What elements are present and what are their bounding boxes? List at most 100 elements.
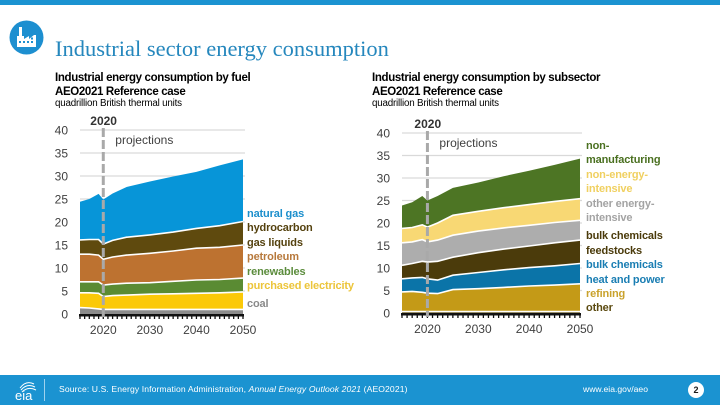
x-axis-line [401,313,581,316]
legend-label: natural gas [247,208,305,220]
legend-item-non-energy-intensive: non-energy-intensive [586,168,665,197]
y-tick-label: 10 [55,262,69,276]
area-renewables [80,278,243,297]
page-number: 2 [688,382,704,398]
y-tick-label: 25 [377,194,391,208]
legend-label: bulk chemicals [586,259,663,272]
chart-subsector-legend: non-manufacturing non-energy-intensive oth… [586,139,665,316]
chart-fuel-units: quadrillion British thermal units [55,98,182,109]
area-non-manufacturing [402,158,580,229]
footer-source-suffix: (AEO2021) [361,384,408,394]
page-title: Industrial sector energy consumption [55,36,389,61]
layer-separator [401,262,581,281]
legend-item-other-energy-intensive: other energy-intensive [586,197,665,226]
legend-label: refining [586,287,626,300]
chart-subsector: 0 5 10 15 20 25 30 35 40 2020 2030 2040 2050 2020 proj… [377,117,594,336]
projections-label: projections [439,136,497,150]
x-tick-label: 2020 [414,322,441,336]
projections-label: projections [115,133,173,147]
legend-label: coal [247,298,269,311]
legend-label: bulk chemicals [586,230,663,243]
y-tick-label: 0 [383,307,390,321]
chart-fuel-heading: Industrial energy consumption by fuel AE… [55,71,251,99]
legend-label: hydrocarbon [247,222,313,235]
legend-item-refining: refining [586,287,665,301]
legend-label: manufacturing [586,154,661,167]
y-tick-label: 20 [55,216,69,230]
layer-separator [401,197,581,230]
legend-item-natural-gas: natural gas [247,207,354,221]
area-natural-gas [80,159,243,245]
footer-divider [44,379,45,401]
footer-url-link[interactable]: www.eia.gov/aeo [583,384,648,394]
legend-label: intensive [586,211,633,224]
y-tick-label: 30 [55,170,69,184]
layer-separator [79,220,244,246]
legend-label: non-energy- [586,168,648,181]
legend-label: other energy- [586,197,655,210]
area-petroleum [80,245,243,285]
area-non-energy-intensive [402,198,580,243]
chart-subsector-units: quadrillion British thermal units [372,98,499,109]
y-tick-label: 0 [61,308,68,322]
layer-separator [79,306,243,311]
layer-separator [401,283,581,295]
chart-fuel-legend: natural gas hydrocarbon gas liquids petrole… [247,207,354,312]
footer-source-publication: Annual Energy Outlook 2021 [248,384,362,394]
legend-label: purchased electricity [247,279,354,292]
legend-label: gas liquids [247,236,303,249]
divider-year-label: 2020 [90,114,117,128]
x-tick-label: 2040 [183,323,210,337]
divider-year-label: 2020 [414,117,441,131]
legend-item-other: other [586,301,665,315]
legend-label: heat and power [586,273,665,286]
x-tick-label: 2030 [137,323,164,337]
area-bulk-chemicals-heat-and-power [402,263,580,294]
y-tick-label: 40 [377,127,391,141]
eia-logo: eia [15,382,37,402]
legend-label: petroleum [247,251,299,264]
y-tick-label: 35 [377,149,391,163]
footer-bar: eia Source: U.S. Energy Information Admi… [0,375,720,405]
svg-text:eia: eia [15,388,33,402]
layer-separator [401,239,581,267]
y-tick-label: 20 [377,217,391,231]
legend-item-bulk-chemicals-feedstocks: bulk chemicals feedstocks [586,229,665,258]
x-tick-label: 2050 [230,323,257,337]
legend-label: non- [586,140,610,152]
legend-label: feedstocks [586,244,642,257]
chart-subsector-heading: Industrial energy consumption by subsect… [372,71,600,99]
chart-fuel-title: Industrial energy consumption by fuel [55,72,251,84]
area-refining [402,283,580,312]
layer-separator [80,244,244,261]
legend-item-purchased-electricity: purchased electricity [247,279,354,293]
chart-subsector-title: Industrial energy consumption by subsect… [372,72,601,84]
y-tick-label: 10 [377,262,391,276]
area-coal [80,307,243,314]
legend-item-non-manufacturing: non-manufacturing [586,139,665,168]
legend-item-hydrocarbon-gas-liquids: hydrocarbon gas liquids [247,221,354,250]
layer-separator [401,219,581,244]
y-tick-label: 25 [55,193,69,207]
y-tick-label: 30 [377,172,391,186]
y-tick-label: 15 [377,239,391,253]
footer-source: Source: U.S. Energy Information Administ… [59,384,408,394]
footer-source-prefix: Source: U.S. Energy Information Administ… [59,384,249,394]
layer-separator [80,291,244,298]
legend-item-bulk-chemicals-heat-and-power: bulk chemicals heat and power [586,258,665,287]
area-hydrocarbon-gas-liquids [80,221,243,260]
y-tick-label: 15 [55,239,69,253]
layer-separator [80,277,244,286]
chart-fuel: 0 5 10 15 20 25 30 35 40 2020 2030 2040 2050 2020 proj… [55,114,257,337]
legend-label: renewables [247,265,306,278]
x-tick-label: 2040 [516,322,543,336]
x-axis-line [79,314,244,317]
legend-item-coal: coal [247,297,354,311]
area-other-energy-intensive [402,220,580,266]
chart-fuel-subtitle: AEO2021 Reference case [55,86,186,98]
factory-icon [9,20,44,55]
x-tick-label: 2050 [567,322,594,336]
legend-label: other [586,302,613,315]
top-accent-bar [0,0,720,5]
